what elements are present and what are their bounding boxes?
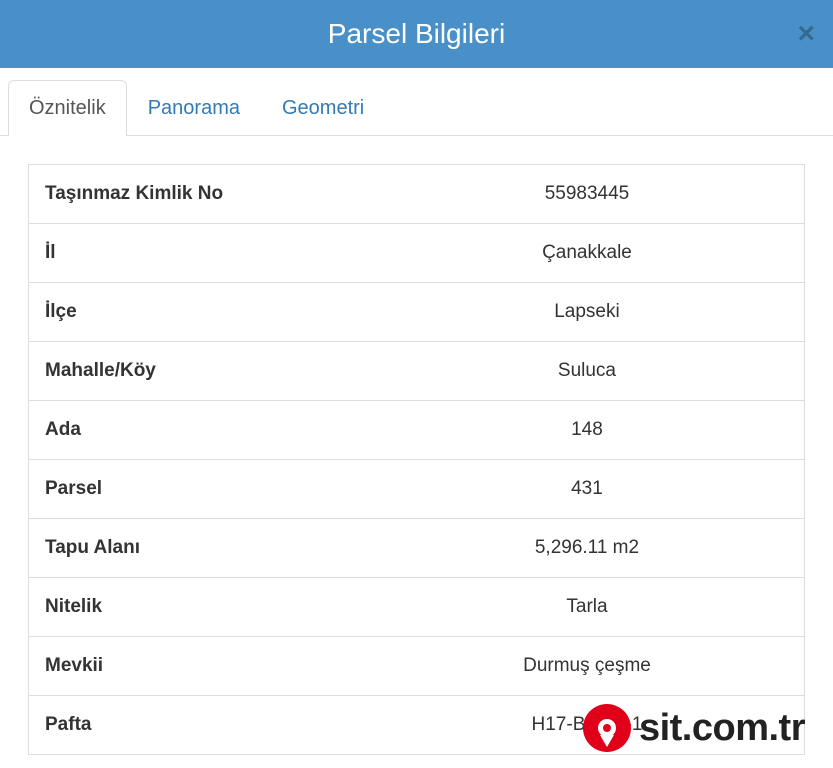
tab-bar: Öznitelik Panorama Geometri (0, 80, 833, 136)
attr-label: İlçe (29, 283, 370, 342)
attr-value: Durmuş çeşme (370, 637, 805, 696)
attr-value: Çanakkale (370, 224, 805, 283)
tab-panorama[interactable]: Panorama (127, 80, 261, 136)
close-button[interactable]: × (797, 19, 815, 49)
table-row: Tapu Alanı 5,296.11 m2 (29, 519, 805, 578)
attr-label: Mahalle/Köy (29, 342, 370, 401)
attr-value: 431 (370, 460, 805, 519)
attributes-table: Taşınmaz Kimlik No 55983445 İl Çanakkale… (28, 164, 805, 755)
attr-value: Suluca (370, 342, 805, 401)
attr-value: Tarla (370, 578, 805, 637)
table-row: Mahalle/Köy Suluca (29, 342, 805, 401)
attr-value: 148 (370, 401, 805, 460)
watermark-text: sit.com.tr (639, 707, 805, 750)
tab-content: Taşınmaz Kimlik No 55983445 İl Çanakkale… (0, 136, 833, 755)
tab-geometri[interactable]: Geometri (261, 80, 385, 136)
modal-title: Parsel Bilgileri (328, 18, 505, 50)
watermark: sit.com.tr (583, 704, 805, 752)
modal-header: Parsel Bilgileri × (0, 0, 833, 68)
attr-label: Pafta (29, 696, 370, 755)
table-row: İlçe Lapseki (29, 283, 805, 342)
attr-label: Tapu Alanı (29, 519, 370, 578)
attr-value: 55983445 (370, 165, 805, 224)
attr-label: Taşınmaz Kimlik No (29, 165, 370, 224)
attr-label: Mevkii (29, 637, 370, 696)
tab-oznitelik[interactable]: Öznitelik (8, 80, 127, 136)
attr-value: 5,296.11 m2 (370, 519, 805, 578)
table-row: Ada 148 (29, 401, 805, 460)
table-row: Taşınmaz Kimlik No 55983445 (29, 165, 805, 224)
attributes-table-body: Taşınmaz Kimlik No 55983445 İl Çanakkale… (29, 165, 805, 755)
attr-label: İl (29, 224, 370, 283)
table-row: Nitelik Tarla (29, 578, 805, 637)
table-row: Mevkii Durmuş çeşme (29, 637, 805, 696)
location-pin-icon (583, 704, 631, 752)
table-row: Parsel 431 (29, 460, 805, 519)
table-row: İl Çanakkale (29, 224, 805, 283)
attr-label: Ada (29, 401, 370, 460)
attr-label: Nitelik (29, 578, 370, 637)
attr-label: Parsel (29, 460, 370, 519)
attr-value: Lapseki (370, 283, 805, 342)
